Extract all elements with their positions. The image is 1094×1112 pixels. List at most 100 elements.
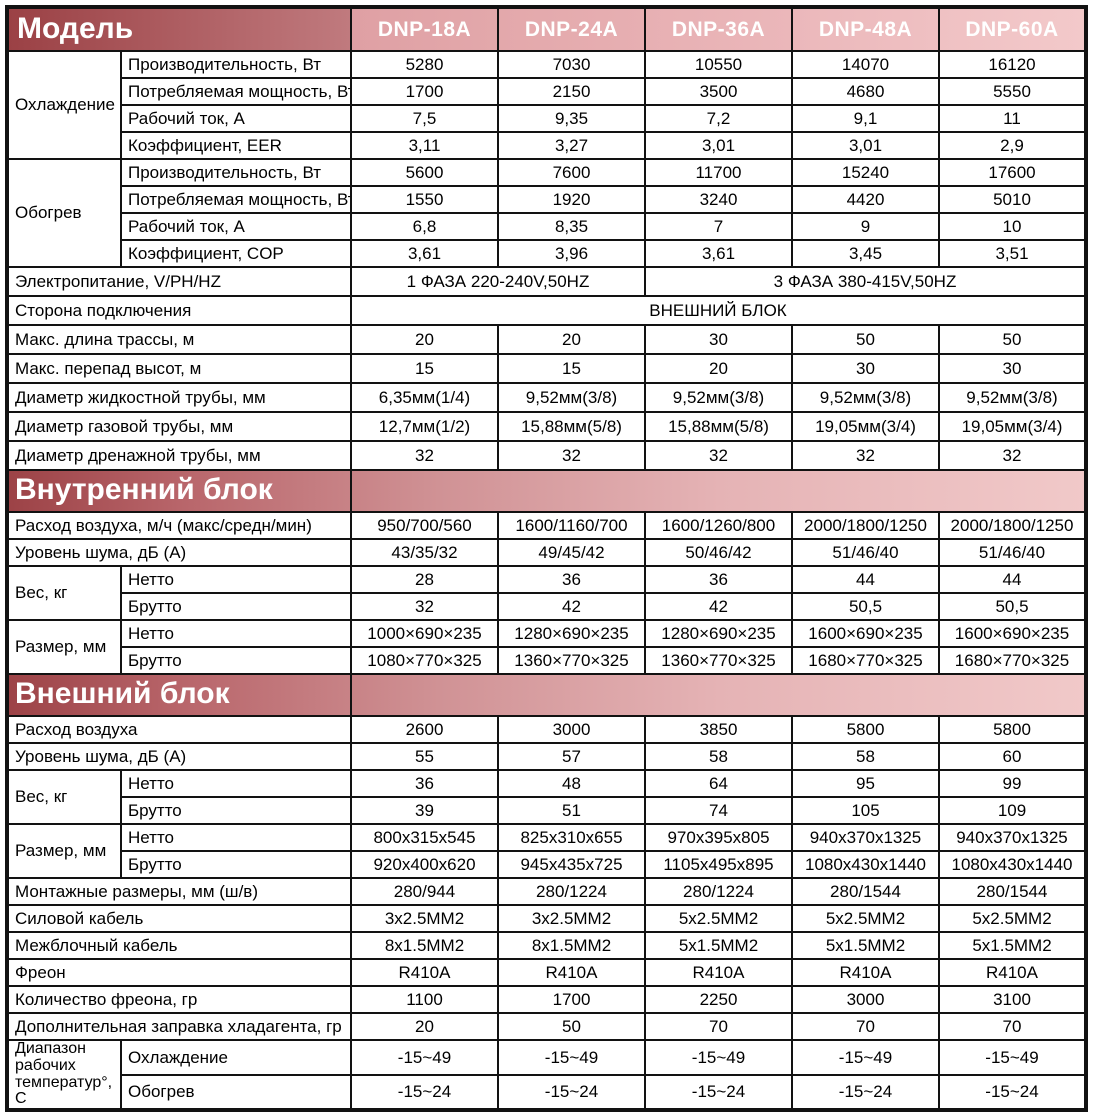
spec-label: Брутто [120, 796, 352, 825]
table-row: Потребляемая мощность, Вт 1700 2150 3500… [7, 77, 1087, 106]
spec-value: 3850 [644, 715, 793, 744]
spec-label: Производительность, Вт [120, 50, 352, 79]
spec-value: 15,88мм(5/8) [644, 411, 793, 442]
spec-value: 50 [791, 324, 940, 355]
spec-value: 9,35 [497, 104, 646, 133]
spec-value: 940x370x1325 [938, 823, 1087, 852]
spec-value: 16120 [938, 50, 1087, 79]
spec-value: 3x2.5MM2 [497, 904, 646, 933]
spec-value: 940x370x1325 [791, 823, 940, 852]
model-column-dnp24a: DNP-24A [497, 6, 646, 52]
spec-value: -15~24 [350, 1074, 499, 1112]
spec-value: -15~24 [791, 1074, 940, 1112]
spec-value: 8x1.5MM2 [350, 931, 499, 960]
table-row: Макс. длина трассы, м 20 20 30 50 50 [6, 324, 1087, 355]
spec-value: 1600×690×235 [938, 619, 1087, 648]
spec-value: 3,61 [644, 239, 793, 268]
spec-value: 8x1.5MM2 [497, 931, 646, 960]
spec-sheet: Модель DNP-18A DNP-24A DNP-36A DNP-48A D… [5, 5, 1088, 1112]
group-label-heating: Обогрев [6, 158, 122, 268]
spec-value: 55 [350, 742, 499, 771]
spec-value: 5550 [938, 77, 1087, 106]
spec-value: 49/45/42 [497, 538, 646, 567]
section-header-outdoor: Внешний блок [6, 673, 1087, 717]
spec-value: 3,01 [791, 131, 940, 160]
table-row: Брутто 39 51 74 105 109 [7, 796, 1087, 825]
spec-value: 3000 [791, 985, 940, 1014]
spec-value: 1600/1160/700 [497, 511, 646, 540]
spec-value: R410A [497, 958, 646, 987]
spec-label: Диаметр жидкостной трубы, мм [6, 382, 352, 413]
table-row: Диаметр газовой трубы, мм 12,7мм(1/2) 15… [6, 411, 1087, 442]
spec-label: Нетто [120, 565, 352, 594]
spec-value: 9,52мм(3/8) [497, 382, 646, 413]
spec-value: 7 [644, 212, 793, 241]
spec-value: 3000 [497, 715, 646, 744]
spec-label: Силовой кабель [6, 904, 352, 933]
spec-value: 10 [938, 212, 1087, 241]
spec-value: 99 [938, 769, 1087, 798]
spec-value: 74 [644, 796, 793, 825]
group-label-temp-range: Диапазон рабочих температур°, С [6, 1038, 122, 1112]
table-row: Брутто 920x400x620 945x435x725 1105x495x… [7, 850, 1087, 879]
table-row: Размер, мм Нетто 1000×690×235 1280×690×2… [6, 619, 1087, 675]
spec-value: -15~49 [938, 1038, 1087, 1077]
spec-label: Количество фреона, гр [6, 985, 352, 1014]
spec-label: Уровень шума, дБ (А) [6, 742, 352, 771]
table-row: Охлаждение Производительность, Вт 5280 7… [6, 50, 1087, 160]
spec-value: 2250 [644, 985, 793, 1014]
table-row: Диаметр жидкостной трубы, мм 6,35мм(1/4)… [6, 382, 1087, 413]
spec-value: 9 [791, 212, 940, 241]
spec-label: Нетто [120, 769, 352, 798]
spec-value: 95 [791, 769, 940, 798]
model-column-dnp36a: DNP-36A [644, 6, 793, 52]
spec-value: 19,05мм(3/4) [791, 411, 940, 442]
spec-value: 36 [497, 565, 646, 594]
spec-value: 945x435x725 [497, 850, 646, 879]
spec-value: 14070 [791, 50, 940, 79]
spec-value: 1700 [497, 985, 646, 1014]
spec-value: 9,1 [791, 104, 940, 133]
spec-value: 3,01 [644, 131, 793, 160]
spec-label: Рабочий ток, А [120, 104, 352, 133]
spec-value: 9,52мм(3/8) [644, 382, 793, 413]
table-row: Вес, кг Нетто 36 48 64 95 99 [6, 769, 1087, 825]
spec-value: 5800 [791, 715, 940, 744]
spec-value: 32 [350, 592, 499, 621]
table-row: Коэффициент, COP 3,61 3,96 3,61 3,45 3,5… [7, 239, 1087, 268]
spec-value: 20 [350, 1012, 499, 1041]
spec-value: 42 [497, 592, 646, 621]
section-header-extension [350, 469, 1087, 513]
spec-value: 50 [497, 1012, 646, 1041]
spec-value: 36 [350, 769, 499, 798]
spec-value: 825x310x655 [497, 823, 646, 852]
spec-value: 51 [497, 796, 646, 825]
spec-label: Расход воздуха, м/ч (макс/средн/мин) [6, 511, 352, 540]
table-row: Обогрев -15~24 -15~24 -15~24 -15~24 -15~… [7, 1074, 1087, 1112]
spec-value: 3500 [644, 77, 793, 106]
spec-label: Диаметр газовой трубы, мм [6, 411, 352, 442]
spec-label: Коэффициент, EER [120, 131, 352, 160]
spec-value: R410A [644, 958, 793, 987]
spec-value: 280/1224 [497, 877, 646, 906]
spec-value: -15~49 [791, 1038, 940, 1077]
table-row: Обогрев Производительность, Вт 5600 7600… [6, 158, 1087, 268]
spec-value: 4680 [791, 77, 940, 106]
spec-value: 39 [350, 796, 499, 825]
spec-value: 1600/1260/800 [644, 511, 793, 540]
spec-value: 2600 [350, 715, 499, 744]
spec-value: 32 [644, 440, 793, 471]
spec-value: 20 [644, 353, 793, 384]
table-row: Диапазон рабочих температур°, С Охлажден… [6, 1038, 1087, 1112]
table-row: Рабочий ток, А 7,5 9,35 7,2 9,1 11 [7, 104, 1087, 133]
spec-label: Сторона подключения [6, 295, 352, 326]
table-header-row: Модель DNP-18A DNP-24A DNP-36A DNP-48A D… [6, 6, 1087, 52]
spec-value: 3240 [644, 185, 793, 214]
section-header-indoor: Внутренний блок [6, 469, 1087, 513]
spec-value: 1700 [350, 77, 499, 106]
spec-value: 280/1224 [644, 877, 793, 906]
spec-value: -15~49 [350, 1038, 499, 1077]
spec-value: 19,05мм(3/4) [938, 411, 1087, 442]
group-label-outdoor-weight: Вес, кг [6, 769, 122, 825]
spec-value: 15,88мм(5/8) [497, 411, 646, 442]
